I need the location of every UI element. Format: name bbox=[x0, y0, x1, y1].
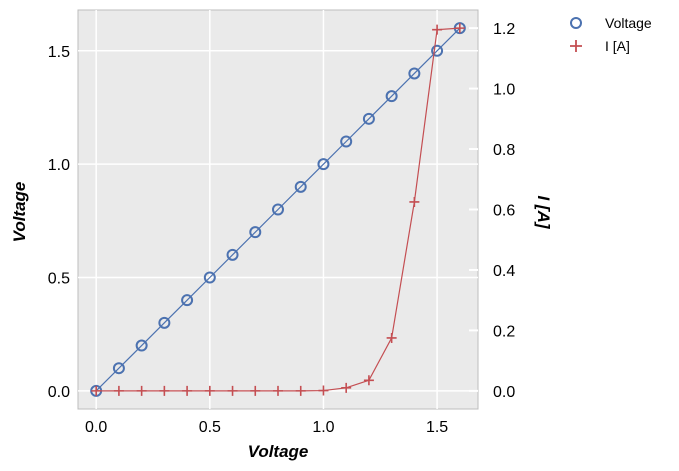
series-voltage-point bbox=[135, 339, 148, 352]
series-current-point bbox=[273, 385, 283, 396]
series-current-point bbox=[204, 385, 215, 396]
y2-axis-label: I [A] bbox=[534, 195, 553, 229]
series-current-point bbox=[113, 385, 124, 396]
series-current-point bbox=[386, 332, 397, 343]
y-tick-label: 0.0 bbox=[48, 384, 70, 401]
y2-tick-label: 0.8 bbox=[493, 142, 515, 159]
legend-current-label: I [A] bbox=[605, 38, 630, 54]
series-voltage-point bbox=[294, 180, 307, 193]
y2-tick-label: 0.6 bbox=[493, 203, 515, 220]
series-voltage-point bbox=[362, 112, 375, 125]
series-voltage-point bbox=[181, 294, 194, 307]
series-voltage-point bbox=[112, 362, 125, 375]
series-voltage-point bbox=[408, 67, 421, 80]
y2-tick-label: 0.2 bbox=[493, 323, 515, 340]
series-current-point bbox=[318, 385, 329, 396]
series-layer bbox=[90, 22, 466, 397]
legend-voltage-label: Voltage bbox=[605, 15, 652, 31]
y2-tick-label: 1.0 bbox=[493, 82, 515, 99]
x-tick-label: 1.5 bbox=[426, 419, 448, 436]
series-current-point bbox=[341, 382, 352, 393]
series-current-point bbox=[91, 385, 102, 396]
series-voltage-point bbox=[317, 158, 330, 171]
y2-tick-label: 0.0 bbox=[493, 384, 515, 401]
y-axis-label: Voltage bbox=[10, 182, 29, 243]
series-voltage-point bbox=[272, 203, 284, 216]
series-current-point bbox=[227, 385, 238, 396]
series-current-point bbox=[159, 385, 170, 396]
x-axis-label: Voltage bbox=[248, 442, 309, 461]
series-current-point bbox=[295, 385, 306, 396]
x-axis-ticks: 0.0 0.5 1.0 1.5 bbox=[85, 419, 448, 436]
series-voltage-point bbox=[203, 271, 216, 284]
y-tick-label: 1.5 bbox=[48, 44, 70, 61]
legend: Voltage I [A] bbox=[570, 15, 652, 54]
legend-voltage-marker bbox=[570, 17, 582, 29]
series-voltage-point bbox=[158, 316, 171, 329]
series-current-point bbox=[136, 385, 147, 396]
series-current-point bbox=[182, 385, 193, 396]
y-axis-ticks: 0.0 0.5 1.0 1.5 bbox=[48, 44, 70, 401]
series-current-point bbox=[409, 196, 420, 207]
series-current-point bbox=[250, 385, 261, 396]
x-tick-label: 1.0 bbox=[312, 419, 334, 436]
series-voltage-point bbox=[226, 248, 239, 261]
series-current-point bbox=[363, 375, 374, 386]
series-voltage-point bbox=[385, 90, 398, 103]
y2-tick-label: 0.4 bbox=[493, 263, 515, 280]
y2-tick-label: 1.2 bbox=[493, 21, 515, 38]
x-tick-label: 0.0 bbox=[85, 419, 107, 436]
legend-current-marker bbox=[570, 40, 582, 52]
y-tick-label: 1.0 bbox=[48, 157, 70, 174]
series-voltage-point bbox=[249, 226, 262, 239]
series-voltage-point bbox=[340, 135, 353, 148]
series-current-point bbox=[432, 24, 443, 35]
y2-axis-ticks: 0.0 0.2 0.4 0.6 0.8 1.0 1.2 bbox=[469, 21, 515, 401]
series-voltage-line bbox=[95, 27, 461, 392]
y-tick-label: 0.5 bbox=[48, 271, 70, 288]
series-current-point bbox=[454, 23, 465, 34]
series-voltage-point bbox=[431, 44, 444, 57]
x-tick-label: 0.5 bbox=[199, 419, 221, 436]
